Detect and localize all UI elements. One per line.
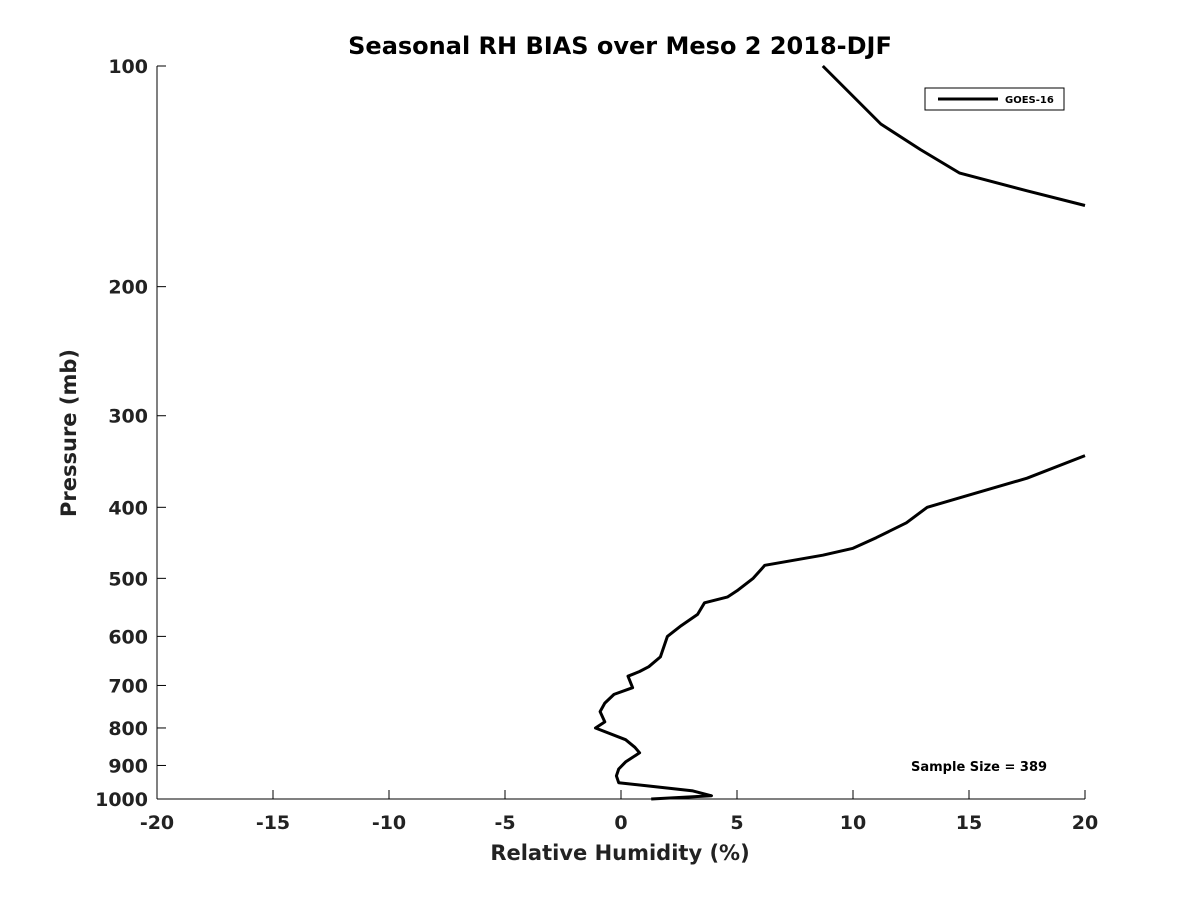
legend: GOES-16 xyxy=(924,87,1065,111)
x-tick-label: -10 xyxy=(372,812,406,834)
x-tick-label: -5 xyxy=(494,812,515,834)
x-tick-label: 0 xyxy=(614,812,627,834)
x-tick-label: 15 xyxy=(956,812,982,834)
plot-area xyxy=(156,66,1085,800)
y-tick-label: 500 xyxy=(108,568,148,590)
y-tick-label: 900 xyxy=(108,755,148,777)
x-axis-label: Relative Humidity (%) xyxy=(490,841,749,865)
y-tick-label: 800 xyxy=(108,718,148,740)
y-tick-label: 700 xyxy=(108,675,148,697)
series-layer xyxy=(594,64,1086,801)
chart-title: Seasonal RH BIAS over Meso 2 2018-DJF xyxy=(348,32,892,60)
x-tick-label: -20 xyxy=(140,812,174,834)
x-tick-label: 10 xyxy=(840,812,866,834)
y-tick-label: 300 xyxy=(108,406,148,428)
y-axis-label: Pressure (mb) xyxy=(57,349,81,517)
y-tick-label: 400 xyxy=(108,497,148,519)
sample-size-annotation: Sample Size = 389 xyxy=(911,760,1047,775)
series-line-goes-16-seg1 xyxy=(821,64,1086,207)
x-tick-label: 5 xyxy=(730,812,743,834)
series-line-goes-16-seg2 xyxy=(594,454,1086,801)
y-tick-label: 600 xyxy=(108,626,148,648)
x-tick-label: -15 xyxy=(256,812,290,834)
y-tick-label: 200 xyxy=(108,277,148,299)
y-axis-ticks: 100 200 300 400 500 600 700 800 900 1000 xyxy=(95,56,166,811)
y-tick-label: 100 xyxy=(108,56,148,78)
legend-label: GOES-16 xyxy=(1005,95,1054,106)
x-tick-label: 20 xyxy=(1072,812,1098,834)
x-axis-ticks: -20 -15 -10 -5 0 5 10 15 20 xyxy=(140,790,1098,834)
y-tick-label: 1000 xyxy=(95,789,148,811)
